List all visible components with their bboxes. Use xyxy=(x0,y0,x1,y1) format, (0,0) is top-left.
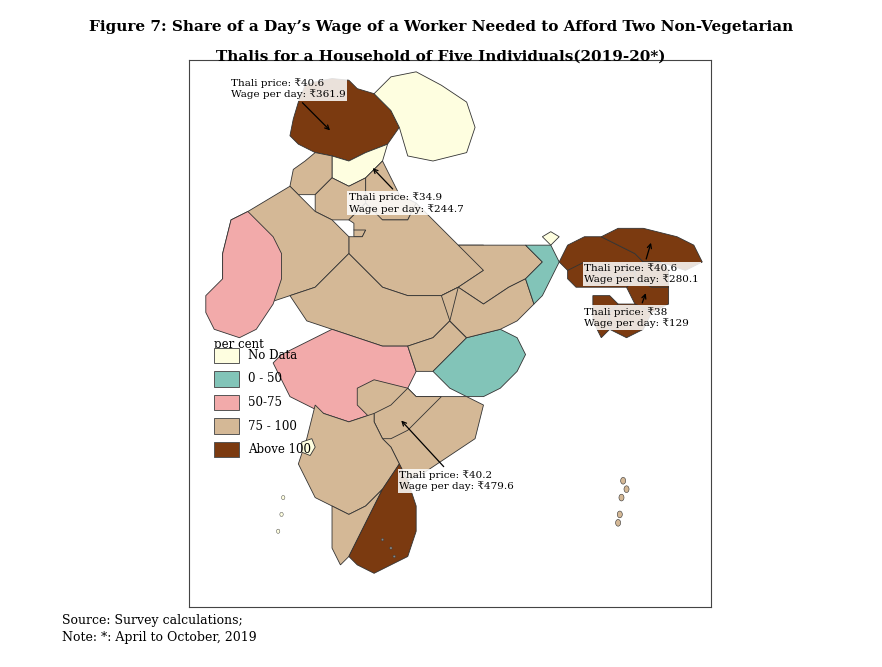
Ellipse shape xyxy=(619,494,624,501)
Ellipse shape xyxy=(624,486,629,492)
Polygon shape xyxy=(542,231,559,245)
Text: Note: *: April to October, 2019: Note: *: April to October, 2019 xyxy=(62,631,257,644)
Polygon shape xyxy=(332,144,387,186)
Ellipse shape xyxy=(617,511,623,518)
Text: Thali price: ₹40.6
Wage per day: ₹280.1: Thali price: ₹40.6 Wage per day: ₹280.1 xyxy=(585,244,699,284)
Polygon shape xyxy=(222,186,349,304)
Polygon shape xyxy=(407,287,483,372)
Polygon shape xyxy=(349,203,483,295)
Polygon shape xyxy=(459,245,542,304)
Text: Thali price: ₹40.2
Wage per day: ₹479.6: Thali price: ₹40.2 Wage per day: ₹479.6 xyxy=(400,422,514,492)
Polygon shape xyxy=(635,262,669,287)
Polygon shape xyxy=(354,223,366,237)
Text: Thalis for a Household of Five Individuals(2019-20*): Thalis for a Household of Five Individua… xyxy=(216,50,666,64)
Ellipse shape xyxy=(280,512,283,516)
Polygon shape xyxy=(366,161,416,220)
Ellipse shape xyxy=(381,538,384,541)
Polygon shape xyxy=(374,72,475,161)
Polygon shape xyxy=(315,178,366,220)
Polygon shape xyxy=(526,245,559,304)
Text: No Data: No Data xyxy=(248,349,297,362)
Ellipse shape xyxy=(393,555,395,558)
Polygon shape xyxy=(332,489,383,565)
Text: per cent: per cent xyxy=(214,338,264,351)
Polygon shape xyxy=(349,464,416,574)
FancyBboxPatch shape xyxy=(214,395,239,410)
Polygon shape xyxy=(433,321,526,397)
Text: Above 100: Above 100 xyxy=(248,443,310,456)
Text: 50-75: 50-75 xyxy=(248,396,282,409)
Text: Figure 7: Share of a Day’s Wage of a Worker Needed to Afford Two Non-Vegetarian: Figure 7: Share of a Day’s Wage of a Wor… xyxy=(89,20,793,34)
Polygon shape xyxy=(206,211,281,338)
Polygon shape xyxy=(290,253,459,346)
Polygon shape xyxy=(273,329,416,422)
Text: 75 - 100: 75 - 100 xyxy=(248,420,296,433)
Ellipse shape xyxy=(390,547,392,550)
Text: 0 - 50: 0 - 50 xyxy=(248,372,282,386)
Ellipse shape xyxy=(281,496,285,500)
FancyBboxPatch shape xyxy=(214,348,239,363)
Polygon shape xyxy=(450,279,534,338)
Polygon shape xyxy=(602,228,702,270)
Polygon shape xyxy=(593,295,618,338)
Polygon shape xyxy=(298,405,400,514)
Ellipse shape xyxy=(276,529,280,534)
Ellipse shape xyxy=(621,478,625,484)
Ellipse shape xyxy=(616,520,621,526)
Text: Thali price: ₹38
Wage per day: ₹129: Thali price: ₹38 Wage per day: ₹129 xyxy=(585,295,690,328)
Polygon shape xyxy=(559,237,643,279)
Polygon shape xyxy=(626,279,669,312)
Text: Thali price: ₹40.6
Wage per day: ₹361.9: Thali price: ₹40.6 Wage per day: ₹361.9 xyxy=(231,78,346,129)
FancyBboxPatch shape xyxy=(214,418,239,434)
Polygon shape xyxy=(290,79,400,161)
Polygon shape xyxy=(290,153,332,195)
Polygon shape xyxy=(302,439,315,456)
Text: Thali price: ₹34.9
Wage per day: ₹244.7: Thali price: ₹34.9 Wage per day: ₹244.7 xyxy=(349,169,464,213)
Polygon shape xyxy=(374,388,441,439)
Polygon shape xyxy=(357,380,483,481)
FancyBboxPatch shape xyxy=(214,372,239,386)
Polygon shape xyxy=(609,304,652,338)
FancyBboxPatch shape xyxy=(214,442,239,457)
Polygon shape xyxy=(568,262,635,287)
Text: Source: Survey calculations;: Source: Survey calculations; xyxy=(62,614,243,627)
